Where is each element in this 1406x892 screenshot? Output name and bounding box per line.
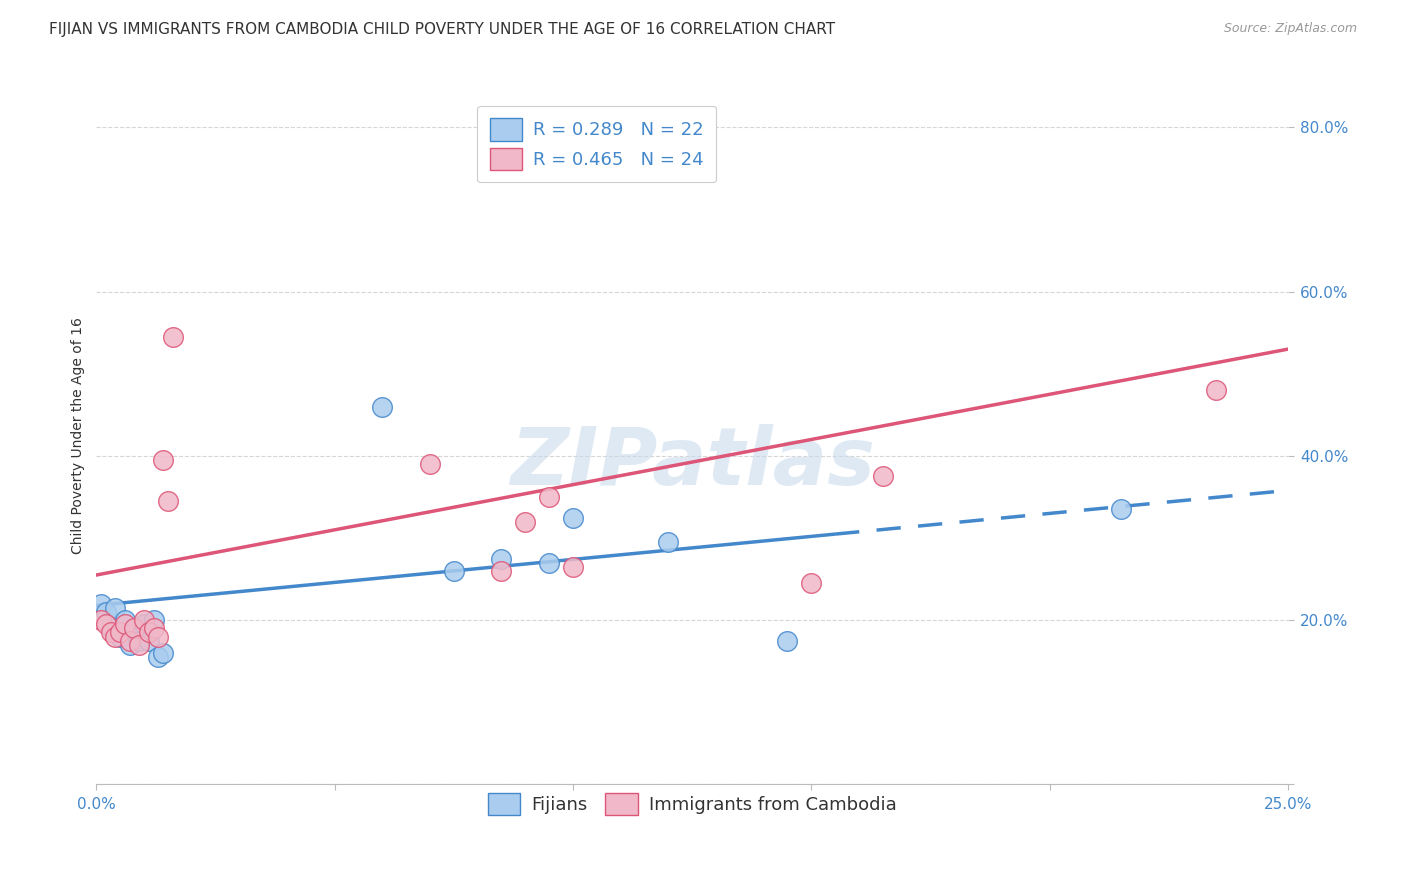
Point [94, 617, 117, 632]
Point [108, 630, 131, 644]
Point [94, 605, 117, 619]
Point [138, 633, 160, 648]
Y-axis label: Child Poverty Under the Age of 16: Child Poverty Under the Age of 16 [72, 317, 86, 554]
Point [491, 564, 513, 578]
Point [142, 613, 165, 627]
Point [118, 638, 141, 652]
Point [128, 633, 150, 648]
Point [872, 469, 894, 483]
Point [90, 613, 112, 627]
Point [152, 453, 174, 467]
Point [800, 576, 823, 591]
Point [561, 510, 583, 524]
Point [148, 630, 170, 644]
Point [371, 400, 394, 414]
Point [538, 556, 561, 570]
Point [124, 625, 146, 640]
Point [515, 515, 537, 529]
Point [132, 617, 155, 632]
Point [1109, 502, 1132, 516]
Text: ZIPatlas: ZIPatlas [509, 425, 875, 502]
Point [132, 613, 155, 627]
Point [104, 600, 127, 615]
Point [100, 621, 122, 635]
Point [657, 535, 679, 549]
Point [142, 621, 165, 635]
Text: FIJIAN VS IMMIGRANTS FROM CAMBODIA CHILD POVERTY UNDER THE AGE OF 16 CORRELATION: FIJIAN VS IMMIGRANTS FROM CAMBODIA CHILD… [49, 22, 835, 37]
Point [1205, 383, 1227, 397]
Point [100, 625, 122, 640]
Point [90, 597, 112, 611]
Point [118, 633, 141, 648]
Point [128, 638, 150, 652]
Point [104, 630, 127, 644]
Point [114, 617, 136, 632]
Point [491, 551, 513, 566]
Point [538, 490, 561, 504]
Point [108, 625, 131, 640]
Point [114, 613, 136, 627]
Point [561, 559, 583, 574]
Point [776, 633, 799, 648]
Legend: Fijians, Immigrants from Cambodia: Fijians, Immigrants from Cambodia [478, 784, 905, 824]
Point [124, 621, 146, 635]
Point [419, 457, 441, 471]
Point [156, 494, 179, 508]
Text: Source: ZipAtlas.com: Source: ZipAtlas.com [1223, 22, 1357, 36]
Point [152, 646, 174, 660]
Point [138, 625, 160, 640]
Point [148, 650, 170, 665]
Point [443, 564, 465, 578]
Point [162, 330, 184, 344]
